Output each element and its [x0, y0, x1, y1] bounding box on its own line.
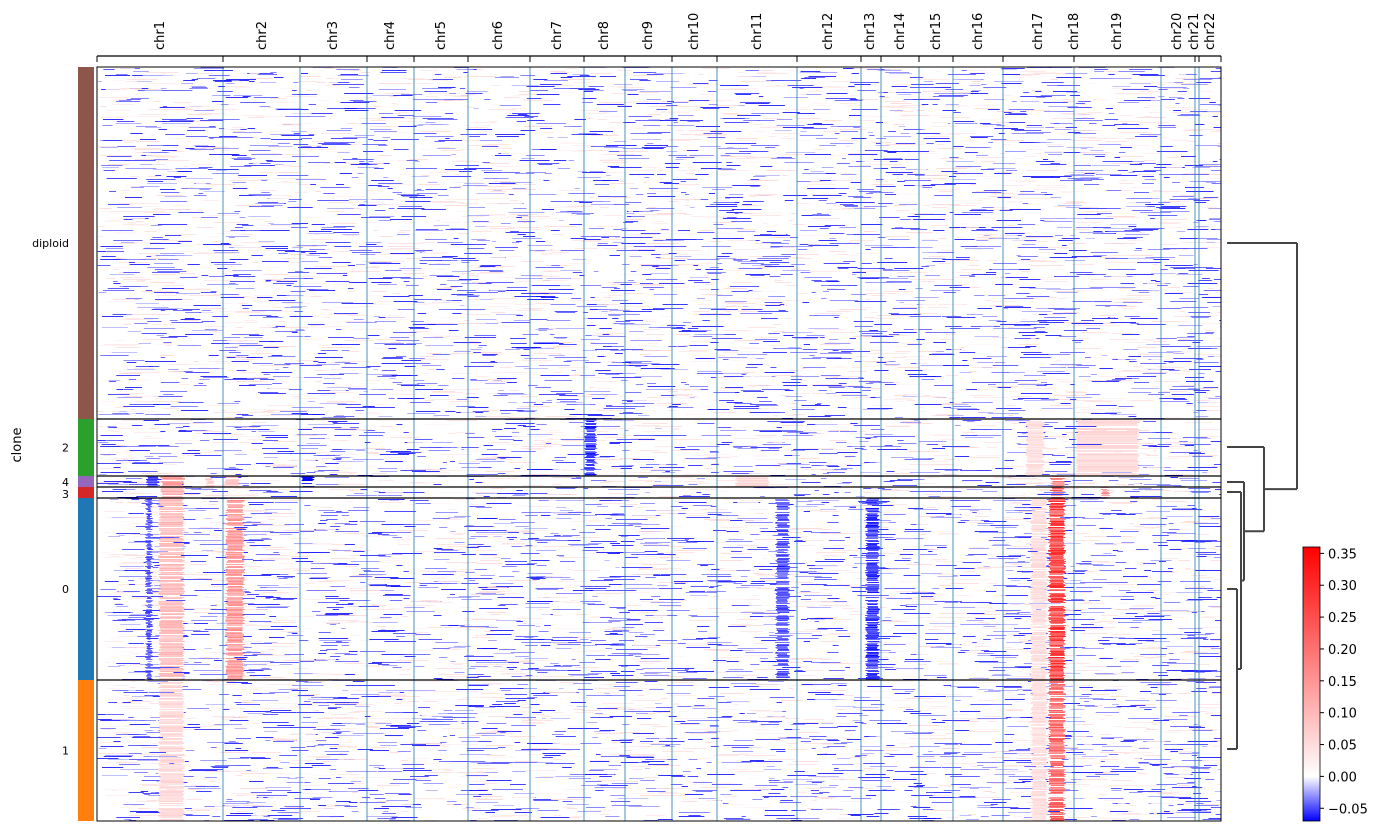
- group-label-diploid: diploid: [32, 237, 69, 250]
- chromosome-label-chr17: chr17: [1031, 13, 1046, 50]
- chromosome-label-chr6: chr6: [491, 21, 506, 50]
- chromosome-label-chr22: chr22: [1203, 13, 1218, 50]
- colorbar-tick-label: 0.15: [1328, 675, 1357, 690]
- chromosome-label-chr16: chr16: [971, 13, 986, 50]
- colorbar-tick-label: 0.10: [1328, 707, 1357, 722]
- group-label-0: 0: [62, 583, 69, 596]
- chromosome-label-chr10: chr10: [687, 13, 702, 50]
- colorbar-tick-label: 0.35: [1328, 547, 1357, 562]
- heatmap-frame: [96, 66, 1222, 822]
- chromosome-label-chr12: chr12: [821, 13, 836, 50]
- chromosome-label-chr2: chr2: [255, 21, 270, 50]
- chromosome-label-chr20: chr20: [1170, 13, 1185, 50]
- group-label-2: 2: [62, 442, 69, 455]
- chromosome-label-chr3: chr3: [326, 21, 341, 50]
- group-label-1: 1: [62, 745, 69, 758]
- colorbar-tick-label: 0.20: [1328, 643, 1357, 658]
- colorbar-tick-label: 0.05: [1328, 739, 1357, 754]
- group-color-1: [78, 680, 94, 821]
- chromosome-label-chr4: chr4: [383, 21, 398, 50]
- group-color-diploid: [78, 67, 94, 419]
- chromosome-label-chr14: chr14: [893, 13, 908, 50]
- chromosome-label-chr11: chr11: [750, 13, 765, 50]
- chromosome-label-chr1: chr1: [153, 21, 168, 50]
- colorbar: [1302, 546, 1321, 822]
- chromosome-label-chr21: chr21: [1187, 13, 1202, 50]
- group-color-2: [78, 419, 94, 476]
- group-color-4: [78, 476, 94, 487]
- colorbar-tick-label: 0.25: [1328, 611, 1357, 626]
- chromosome-label-chr8: chr8: [597, 21, 612, 50]
- colorbar-tick-label: 0.30: [1328, 579, 1357, 594]
- group-color-3: [78, 487, 94, 498]
- colorbar-tick-label: 0.00: [1328, 770, 1357, 785]
- chromosome-label-chr15: chr15: [929, 13, 944, 50]
- chromosome-label-chr5: chr5: [434, 21, 449, 50]
- colorbar-tick-label: −0.05: [1328, 802, 1368, 817]
- group-label-3: 3: [62, 488, 69, 501]
- y-axis-label: clone: [10, 428, 25, 463]
- dendrogram: [1227, 242, 1298, 750]
- chromosome-label-chr19: chr19: [1110, 13, 1125, 50]
- chromosome-label-chr18: chr18: [1067, 13, 1082, 50]
- group-color-0: [78, 498, 94, 680]
- group-label-4: 4: [62, 476, 69, 489]
- chromosome-label-chr7: chr7: [550, 21, 565, 50]
- chromosome-label-chr9: chr9: [641, 21, 656, 50]
- chromosome-label-chr13: chr13: [863, 13, 878, 50]
